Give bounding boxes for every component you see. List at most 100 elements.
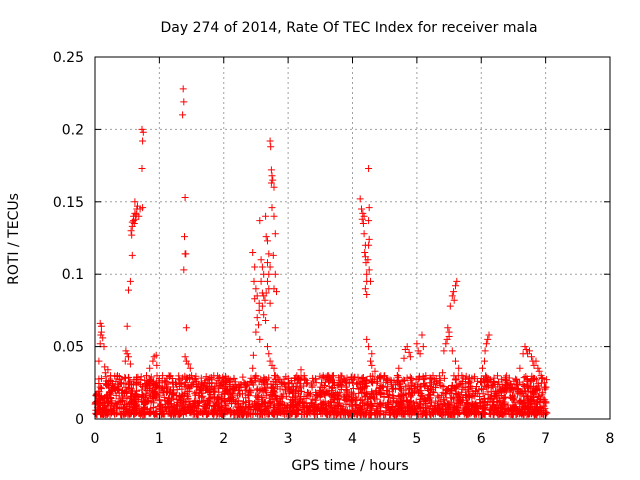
y-tick-label: 0.2 [62,122,84,138]
data-point [182,353,189,360]
data-point [452,282,459,289]
data-point [272,230,279,237]
data-point [455,365,462,372]
y-tick-label: 0.15 [53,195,84,211]
data-point [449,292,456,299]
data-point [365,165,372,172]
x-axis-label: GPS time / hours [291,458,408,474]
x-tick-label: 3 [284,431,293,447]
data-point [357,195,364,202]
data-point [367,358,374,365]
data-point [264,278,271,285]
data-point [407,353,414,360]
x-tick-label: 2 [219,431,228,447]
data-point [365,242,372,249]
data-point [252,329,259,336]
data-point [146,365,153,372]
data-point [256,307,263,314]
data-point [267,143,274,150]
data-point [367,278,374,285]
roti-scatter-chart: Day 274 of 2014, Rate Of TEC Index for r… [0,0,640,480]
data-point [483,340,490,347]
data-point [363,291,370,298]
data-point [420,343,427,350]
data-point [180,85,187,92]
data-point [265,250,272,257]
baseline-point [521,374,528,381]
x-tick-label: 6 [477,431,486,447]
data-point [446,329,453,336]
data-point [486,332,493,339]
x-tick-label: 0 [91,431,100,447]
data-point [482,347,489,354]
data-point [484,336,491,343]
data-point [95,358,102,365]
data-point [262,317,269,324]
x-tick-label: 8 [606,431,615,447]
data-point [180,266,187,273]
data-point [362,285,369,292]
data-point [365,343,372,350]
data-point [447,303,454,310]
data-point [267,358,274,365]
y-tick-label: 0 [75,412,84,428]
data-point [272,372,279,379]
data-point [139,165,146,172]
data-point [259,264,266,271]
data-point [181,233,188,240]
data-point [298,366,305,373]
data-point [272,324,279,331]
data-point [249,249,256,256]
data-point [368,350,375,357]
data-point [479,365,486,372]
data-point [255,321,262,328]
data-point [124,323,131,330]
data-point [143,372,150,379]
chart-title: Day 274 of 2014, Rate Of TEC Index for r… [160,20,537,36]
data-point [249,365,256,372]
data-point [260,311,267,318]
data-point [149,358,156,365]
data-point [358,206,365,213]
data-point [263,233,270,240]
data-point [269,172,276,179]
data-point [139,138,146,145]
data-point [265,271,272,278]
data-point [251,278,258,285]
data-point [440,347,447,354]
data-point [450,288,457,295]
y-axis-label: ROTI / TECUs [6,193,22,285]
data-point [265,350,272,357]
data-point [267,138,274,145]
x-tick-label: 4 [348,431,357,447]
data-point [442,340,449,347]
data-point [394,372,401,379]
data-point [251,264,258,271]
data-point [256,336,263,343]
data-point [444,324,451,331]
data-point [128,227,135,234]
data-point [395,365,402,372]
data-point [179,111,186,118]
data-point [129,252,136,259]
data-point [413,340,420,347]
data-point [452,358,459,365]
baseline-point [127,378,134,385]
y-tick-label: 0.25 [53,50,84,66]
data-point [183,324,190,331]
data-point [516,365,523,372]
data-point [401,355,408,362]
data-point [252,285,259,292]
data-point [268,166,275,173]
data-point [125,287,132,294]
data-point [272,271,279,278]
data-point [264,237,271,244]
data-point [363,336,370,343]
data-point [262,213,269,220]
data-point [439,369,446,376]
grid-lines [95,57,610,419]
x-tick-label: 5 [412,431,421,447]
baseline-point [309,384,316,391]
data-point [256,217,263,224]
data-point [361,249,368,256]
